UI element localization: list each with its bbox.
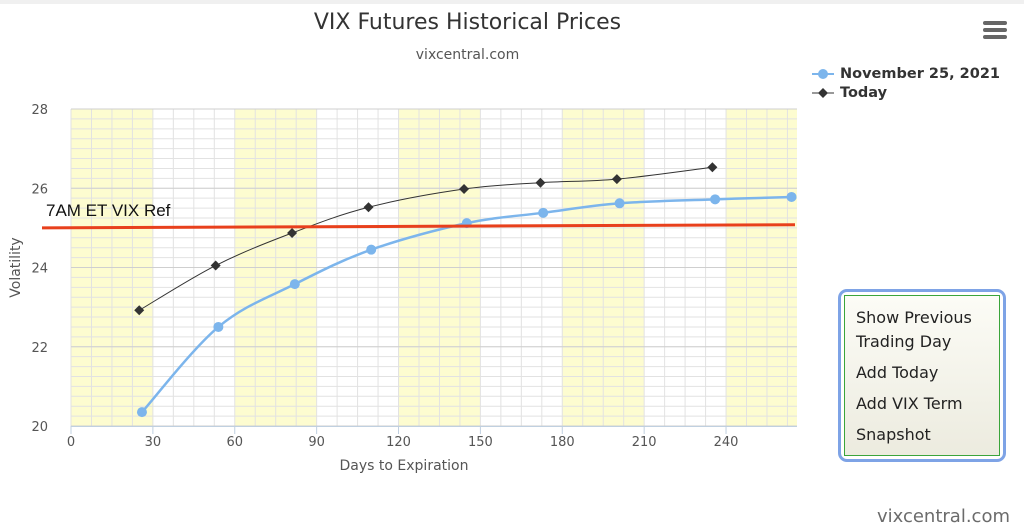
x-tick-label: 210 bbox=[632, 435, 657, 450]
y-tick-label: 24 bbox=[31, 262, 48, 277]
y-tick-label: 20 bbox=[31, 420, 48, 435]
data-point bbox=[363, 202, 374, 213]
y-axis-title: Volatility bbox=[8, 237, 24, 297]
data-point bbox=[786, 191, 797, 202]
menu-bar bbox=[983, 21, 1007, 25]
data-point bbox=[535, 177, 546, 188]
show-previous-trading-day-link[interactable]: Show Previous Trading Day bbox=[856, 308, 972, 351]
side-panel: Show Previous Trading Day Add Today Add … bbox=[838, 289, 1006, 462]
data-point bbox=[614, 198, 625, 209]
data-point bbox=[707, 162, 718, 173]
data-point bbox=[710, 194, 721, 205]
snapshot-link[interactable]: Snapshot bbox=[856, 425, 931, 444]
data-point bbox=[213, 321, 224, 332]
reference-layer: 7AM ET VIX Ref bbox=[41, 201, 796, 230]
chart-subtitle: vixcentral.com bbox=[415, 47, 520, 63]
data-point bbox=[611, 174, 622, 185]
reference-line-label: 7AM ET VIX Ref bbox=[46, 201, 171, 220]
gridlines bbox=[70, 108, 797, 427]
legend-label: November 25, 2021 bbox=[840, 66, 1000, 82]
x-axis-title: Days to Expiration bbox=[340, 458, 469, 474]
x-tick-label: 90 bbox=[308, 435, 325, 450]
series-today-line bbox=[138, 166, 713, 311]
x-tick-label: 30 bbox=[145, 435, 162, 450]
data-point bbox=[136, 407, 147, 418]
x-tick-label: 60 bbox=[226, 435, 243, 450]
data-point bbox=[366, 244, 377, 255]
data-point bbox=[134, 305, 145, 316]
hamburger-menu-icon[interactable] bbox=[983, 21, 1007, 41]
data-point bbox=[289, 279, 300, 290]
side-panel-inner: Show Previous Trading Day Add Today Add … bbox=[844, 295, 1000, 456]
legend-item-november-25-2021[interactable]: November 25, 2021 bbox=[812, 65, 1000, 83]
y-tick-label: 28 bbox=[31, 103, 48, 118]
x-tick-label: 120 bbox=[386, 435, 411, 450]
legend-item-today[interactable]: Today bbox=[812, 84, 887, 102]
y-tick-label: 22 bbox=[31, 341, 48, 356]
y-tick-label: 26 bbox=[31, 182, 48, 197]
x-tick-label: 0 bbox=[67, 435, 75, 450]
top-strip bbox=[0, 0, 1024, 4]
data-point bbox=[210, 260, 221, 271]
chart-title: VIX Futures Historical Prices bbox=[313, 10, 622, 35]
data-point bbox=[287, 228, 298, 239]
legend-diamond-marker-icon bbox=[812, 88, 834, 98]
reference-line bbox=[41, 223, 796, 230]
x-tick-label: 150 bbox=[468, 435, 493, 450]
credit-text: vixcentral.com bbox=[876, 506, 1010, 527]
data-point bbox=[459, 184, 470, 195]
axis-labels: Days to Expiration Volatility bbox=[8, 237, 468, 474]
axes: 0 30 60 90 120 150 180 210 240 20 22 24 26 28 bbox=[31, 103, 797, 450]
menu-bar bbox=[983, 28, 1007, 32]
menu-bar bbox=[983, 35, 1007, 39]
x-tick-label: 240 bbox=[714, 435, 739, 450]
legend-label: Today bbox=[840, 85, 888, 101]
add-today-link[interactable]: Add Today bbox=[856, 363, 939, 382]
x-tick-label: 180 bbox=[550, 435, 575, 450]
data-point bbox=[538, 207, 549, 218]
add-vix-term-link[interactable]: Add VIX Term bbox=[856, 394, 963, 413]
legend-circle-marker-icon bbox=[812, 69, 834, 79]
